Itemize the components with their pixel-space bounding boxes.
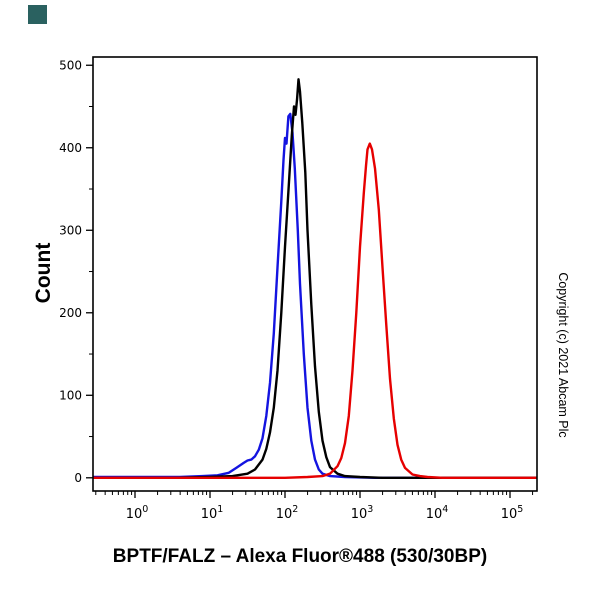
red-histogram bbox=[93, 142, 537, 479]
x-tick-label: 102 bbox=[276, 504, 299, 522]
y-tick-label: 200 bbox=[59, 306, 82, 320]
x-tick-label: 105 bbox=[501, 504, 524, 522]
x-tick-label: 104 bbox=[426, 504, 449, 522]
y-tick-label: 100 bbox=[59, 388, 82, 402]
y-tick-label: 0 bbox=[74, 471, 82, 485]
x-tick-label: 101 bbox=[201, 504, 224, 522]
y-tick-label: 500 bbox=[59, 58, 82, 72]
y-tick-label: 300 bbox=[59, 223, 82, 237]
teal-corner-marker bbox=[28, 5, 47, 24]
x-axis: 100 101 102 103 104 105 bbox=[95, 491, 534, 522]
chart-title: BPTF/FALZ – Alexa Fluor®488 (530/30BP) bbox=[112, 546, 488, 567]
x-tick-label: 100 bbox=[126, 504, 149, 522]
y-axis: 0 100 200 300 400 500 bbox=[59, 58, 93, 485]
black-histogram bbox=[93, 78, 537, 479]
curves bbox=[93, 78, 537, 479]
y-tick-label: 400 bbox=[59, 141, 82, 155]
x-tick-label: 103 bbox=[351, 504, 374, 522]
axis-frame bbox=[92, 56, 538, 492]
blue-histogram bbox=[93, 112, 537, 479]
